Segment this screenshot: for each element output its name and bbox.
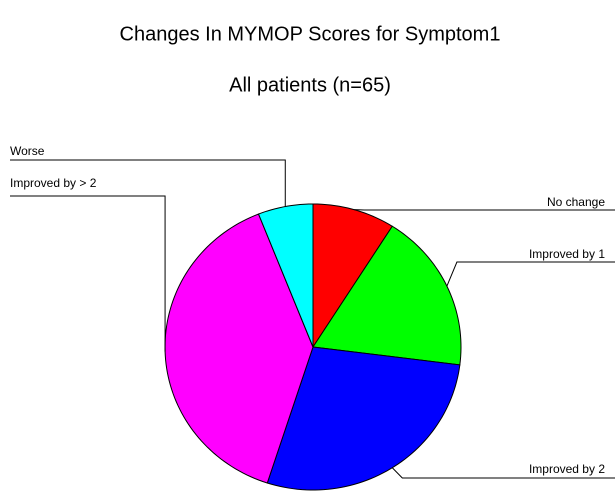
slice-label: Improved by 2	[529, 462, 605, 476]
chart-subtitle: All patients (n=65)	[229, 74, 391, 96]
pie-slice	[266, 346, 461, 491]
pie-slice	[257, 203, 314, 348]
slice-label: Improved by 1	[529, 247, 605, 261]
leader-line	[391, 467, 615, 479]
slice-label: Worse	[10, 144, 45, 158]
chart-title: Changes In MYMOP Scores for Symptom1	[120, 23, 501, 45]
leader-line	[10, 159, 286, 207]
leader-line	[10, 195, 166, 352]
slice-label: No change	[547, 195, 605, 209]
leader-line	[446, 261, 615, 287]
pie-slice	[312, 203, 394, 349]
slice-label: Improved by > 2	[10, 176, 97, 190]
